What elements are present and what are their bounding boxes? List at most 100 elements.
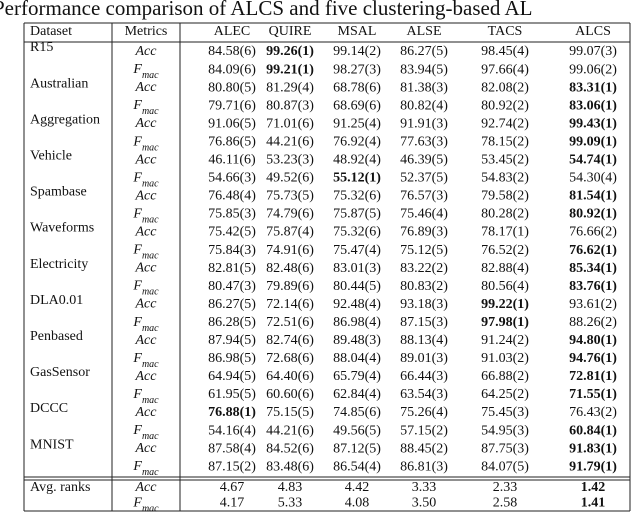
cell: 60.60(6) xyxy=(266,387,314,402)
dataset-name: Penbased xyxy=(30,329,83,344)
metric: Fmac xyxy=(132,207,159,226)
header-cell: MSAL xyxy=(338,24,377,39)
dataset-name: Spambase xyxy=(30,185,87,200)
cell: 91.83(1) xyxy=(569,441,617,456)
cell: 84.58(6) xyxy=(208,44,256,59)
cell: 82.08(2) xyxy=(481,80,529,95)
cell: 99.09(1) xyxy=(569,134,617,149)
metric: Acc xyxy=(135,261,158,276)
metric: Fmac xyxy=(132,351,159,370)
cell: 80.92(1) xyxy=(569,207,617,222)
cell: 72.68(6) xyxy=(266,351,314,366)
cell: 99.14(2) xyxy=(333,44,381,59)
cell: 54.95(3) xyxy=(481,423,529,438)
cell: 44.21(6) xyxy=(266,423,314,438)
caption: Performance comparison of ALCS and five … xyxy=(0,0,532,20)
cell: 55.12(1) xyxy=(333,171,381,186)
cell: 74.85(6) xyxy=(333,405,381,420)
cell: 99.26(1) xyxy=(266,44,314,59)
cell: 83.48(6) xyxy=(266,459,314,474)
cell: 91.03(2) xyxy=(481,351,529,366)
cell: 75.45(3) xyxy=(481,405,529,420)
cell: 89.48(3) xyxy=(333,333,381,348)
metric-symbol: Acc xyxy=(135,225,158,240)
dataset-name: Avg. ranks xyxy=(30,480,90,495)
cell: 54.66(3) xyxy=(208,171,256,186)
cell: 75.87(5) xyxy=(333,207,381,222)
cell: 64.94(5) xyxy=(208,369,256,384)
cell: 5.33 xyxy=(278,496,303,511)
metric: Fmac xyxy=(132,315,159,334)
cell: 99.43(1) xyxy=(569,116,617,131)
cell: 86.27(5) xyxy=(208,297,256,312)
cell: 1.41 xyxy=(581,496,606,511)
cell: 57.15(2) xyxy=(400,423,448,438)
header-cell: Dataset xyxy=(30,24,72,39)
cell: 93.61(2) xyxy=(569,297,617,312)
cell: 60.84(1) xyxy=(569,423,617,438)
cell: 54.16(4) xyxy=(208,423,256,438)
cell: 71.01(6) xyxy=(266,116,314,131)
cell: 88.04(4) xyxy=(333,351,381,366)
cell: 54.30(4) xyxy=(569,171,617,186)
cell: 83.06(1) xyxy=(569,98,617,113)
cell: 88.26(2) xyxy=(569,315,617,330)
metric-symbol: F xyxy=(132,315,142,330)
cell: 52.37(5) xyxy=(400,171,448,186)
cell: 66.44(3) xyxy=(400,369,448,384)
cell: 87.94(5) xyxy=(208,333,256,348)
cell: 44.21(6) xyxy=(266,134,314,149)
metric-symbol: Acc xyxy=(135,297,158,312)
cell: 4.42 xyxy=(345,480,370,495)
cell: 75.12(5) xyxy=(400,243,448,258)
cell: 80.83(2) xyxy=(400,279,448,294)
cell: 86.98(4) xyxy=(333,315,381,330)
cell: 75.73(5) xyxy=(266,189,314,204)
cell: 63.54(3) xyxy=(400,387,448,402)
cell: 72.51(6) xyxy=(266,315,314,330)
metric-subscript: mac xyxy=(142,323,159,334)
cell: 79.89(6) xyxy=(266,279,314,294)
metric: Acc xyxy=(135,441,158,456)
metric-subscript: mac xyxy=(142,503,159,514)
metric-subscript: mac xyxy=(142,395,159,406)
cell: 83.01(3) xyxy=(333,261,381,276)
cell: 75.26(4) xyxy=(400,405,448,420)
dataset-name: Aggregation xyxy=(30,112,100,127)
cell: 93.18(3) xyxy=(400,297,448,312)
cell: 99.07(3) xyxy=(569,44,617,59)
cell: 94.76(1) xyxy=(569,351,617,366)
cell: 86.98(5) xyxy=(208,351,256,366)
metric-symbol: Acc xyxy=(135,261,158,276)
dataset-name: Australian xyxy=(30,76,88,91)
cell: 99.21(1) xyxy=(266,62,314,77)
metric: Fmac xyxy=(132,98,159,117)
metric-subscript: mac xyxy=(142,70,159,81)
cell: 83.22(2) xyxy=(400,261,448,276)
cell: 83.94(5) xyxy=(400,62,448,77)
cell: 86.27(5) xyxy=(400,44,448,59)
cell: 82.88(4) xyxy=(481,261,529,276)
header-cell: ALCS xyxy=(575,24,611,39)
cell: 4.83 xyxy=(278,480,303,495)
cell: 74.79(6) xyxy=(266,207,314,222)
metric-symbol: Acc xyxy=(135,44,158,59)
cell: 84.52(6) xyxy=(266,441,314,456)
cell: 91.79(1) xyxy=(569,459,617,474)
cell: 71.55(1) xyxy=(569,387,617,402)
cell: 82.48(6) xyxy=(266,261,314,276)
cell: 86.54(4) xyxy=(333,459,381,474)
metric-symbol: Acc xyxy=(135,480,158,495)
cell: 87.75(3) xyxy=(481,441,529,456)
cell: 72.14(6) xyxy=(266,297,314,312)
metric-symbol: F xyxy=(132,207,142,222)
cell: 86.81(3) xyxy=(400,459,448,474)
cell: 53.23(3) xyxy=(266,153,314,168)
metric-symbol: F xyxy=(132,423,142,438)
cell: 66.88(2) xyxy=(481,369,529,384)
metric: Acc xyxy=(135,80,158,95)
cell: 80.82(4) xyxy=(400,98,448,113)
metric-subscript: mac xyxy=(142,431,159,442)
